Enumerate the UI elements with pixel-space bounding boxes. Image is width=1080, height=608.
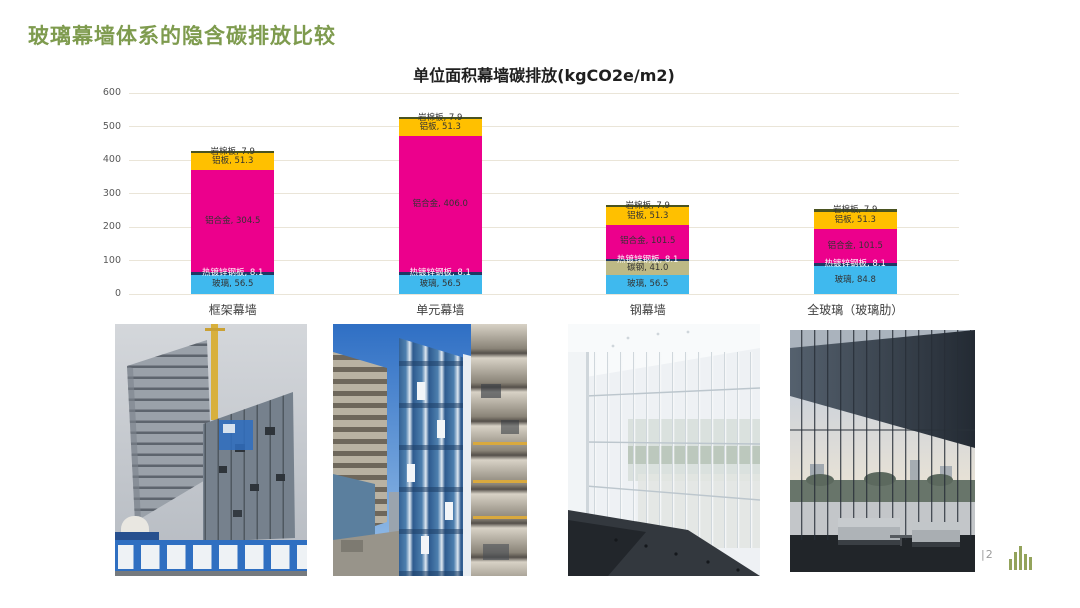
segment-label: 岩棉板, 7.9 <box>625 200 670 211</box>
category-label: 钢幕墙 <box>629 303 666 317</box>
logo-bar <box>1014 552 1017 570</box>
gridline-100 <box>129 260 959 261</box>
segment-label: 玻璃, 56.5 <box>419 279 461 290</box>
gridline-0 <box>129 293 959 295</box>
logo-bar <box>1029 557 1032 570</box>
bar-segment-铝合金: 铝合金, 406.0 <box>398 136 482 273</box>
steel-curtain-wall-interior-photo <box>568 324 760 576</box>
photo-steel-curtain-wall <box>568 324 760 576</box>
gridline-400 <box>129 159 959 161</box>
bar-segment-热镀锌钢板: 热镀锌钢板, 8.1 <box>398 268 482 279</box>
bar-segment-玻璃: 玻璃, 56.5 <box>606 275 690 294</box>
y-axis-tick-400: 400 <box>102 154 121 165</box>
segment-label: 岩棉板, 7.9 <box>210 146 255 157</box>
bar-segment-玻璃: 玻璃, 84.8 <box>813 265 897 294</box>
segment-label: 岩棉板, 7.9 <box>418 112 463 123</box>
segment-label: 铝板, 51.3 <box>212 156 254 167</box>
bar-segment-玻璃: 玻璃, 56.5 <box>191 275 275 294</box>
y-axis-tick-300: 300 <box>102 187 121 199</box>
slide-title: 玻璃幕墙体系的隐含碳排放比较 <box>28 24 336 48</box>
frame-curtain-wall-construction-photo <box>115 324 307 576</box>
bar-segment-铝合金: 铝合金, 304.5 <box>191 170 275 273</box>
segment-label: 热镀锌钢板, 8.1 <box>202 268 264 279</box>
segment-label: 热镀锌钢板, 8.1 <box>824 258 886 269</box>
segment-label: 铝合金, 304.5 <box>205 216 261 227</box>
category-label: 单元幕墙 <box>416 303 465 317</box>
bar-segment-铝板: 铝板, 51.3 <box>191 153 275 171</box>
y-axis-tick-100: 100 <box>102 254 121 266</box>
bar-segment-岩棉板: 岩棉板, 7.9 <box>191 146 275 157</box>
gridline-200 <box>129 226 959 228</box>
segment-label: 岩棉板, 7.9 <box>833 205 878 216</box>
segment-label: 铝板, 51.3 <box>627 210 669 221</box>
bar-segment-热镀锌钢板: 热镀锌钢板, 8.1 <box>191 268 275 279</box>
page-number: |2 <box>981 548 994 561</box>
segment-label: 热镀锌钢板, 8.1 <box>617 254 679 265</box>
bar-segment-玻璃: 玻璃, 56.5 <box>398 275 482 294</box>
bar-segment-碳钢: 碳钢, 41.0 <box>606 261 690 276</box>
segment-label: 铝板, 51.3 <box>834 215 876 226</box>
gridline-300 <box>129 193 959 194</box>
bar-segment-铝板: 铝板, 51.3 <box>398 119 482 137</box>
gridline-600 <box>129 92 959 94</box>
bar-segment-铝合金: 铝合金, 101.5 <box>813 228 897 263</box>
bar-segment-热镀锌钢板: 热镀锌钢板, 8.1 <box>813 258 897 269</box>
bar-segment-热镀锌钢板: 热镀锌钢板, 8.1 <box>606 254 690 265</box>
category-label: 全玻璃（玻璃肋） <box>807 303 904 317</box>
gridline-500 <box>129 126 959 127</box>
bar-segment-岩棉板: 岩棉板, 7.9 <box>606 200 690 211</box>
segment-label: 铝板, 51.3 <box>419 122 461 133</box>
segment-label: 玻璃, 56.5 <box>627 279 669 290</box>
segment-label: 铝合金, 101.5 <box>620 236 676 247</box>
bar-segment-铝板: 铝板, 51.3 <box>813 211 897 229</box>
bar-segment-铝板: 铝板, 51.3 <box>606 207 690 225</box>
chart-title: 单位面积幕墙碳排放(kgCO2e/m2) <box>413 66 675 85</box>
segment-label: 玻璃, 84.8 <box>834 274 876 285</box>
logo-bar <box>1009 559 1012 570</box>
bar-segment-铝合金: 铝合金, 101.5 <box>606 224 690 259</box>
bar-segment-岩棉板: 岩棉板, 7.9 <box>813 205 897 216</box>
segment-label: 碳钢, 41.0 <box>627 262 669 273</box>
y-axis-tick-600: 600 <box>102 87 121 98</box>
segment-label: 铝合金, 101.5 <box>827 240 883 251</box>
bar-chart-logo <box>1009 540 1043 570</box>
photo-unit-curtain-wall <box>333 324 527 576</box>
segment-label: 玻璃, 56.5 <box>212 279 254 290</box>
logo-bar <box>1019 546 1022 570</box>
photo-glass-fin-wall <box>790 330 975 572</box>
y-axis-tick-0: 0 <box>114 288 121 299</box>
glass-fin-curtain-wall-lobby-photo <box>790 330 975 572</box>
bar-segment-岩棉板: 岩棉板, 7.9 <box>398 112 482 123</box>
segment-label: 铝合金, 406.0 <box>412 199 468 210</box>
photo-frame-curtain-wall <box>115 324 307 576</box>
segment-label: 热镀锌钢板, 8.1 <box>409 268 471 279</box>
unit-curtain-wall-installation-photo <box>333 324 527 576</box>
category-label: 框架幕墙 <box>208 303 257 317</box>
y-axis-tick-500: 500 <box>102 120 121 132</box>
logo-bar <box>1024 554 1027 570</box>
y-axis-tick-200: 200 <box>102 221 121 232</box>
